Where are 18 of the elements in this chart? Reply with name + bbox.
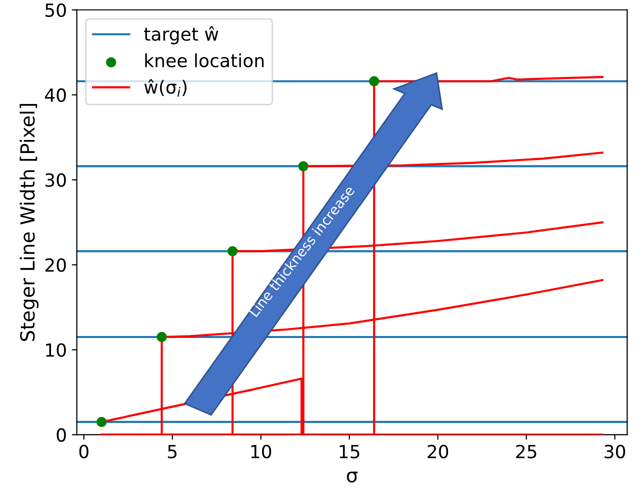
y-tick-label: 10 <box>46 343 66 357</box>
x-tick-label: 30 <box>604 444 626 458</box>
y-tick-label: 20 <box>45 258 66 272</box>
x-tick-label: 5 <box>168 445 177 458</box>
legend-label: target ŵ <box>144 26 218 44</box>
x-tick-label: 15 <box>340 445 360 458</box>
y-tick-label: 0 <box>56 428 66 442</box>
x-axis-title: σ <box>346 472 358 483</box>
y-tick-label: 50 <box>45 3 66 17</box>
y-tick-label: 30 <box>45 173 66 187</box>
x-tick-label: 20 <box>428 444 448 458</box>
legend-label: ŵ(σ$_{i}$) <box>144 79 187 97</box>
y-axis-title: Steger Line Width [Pixel] <box>20 104 39 341</box>
x-tick-label: 0 <box>79 444 88 458</box>
legend-label: knee location <box>145 53 264 68</box>
x-tick-label: 10 <box>251 444 272 458</box>
y-tick-label: 40 <box>44 88 66 102</box>
x-tick-label: 25 <box>516 444 536 458</box>
